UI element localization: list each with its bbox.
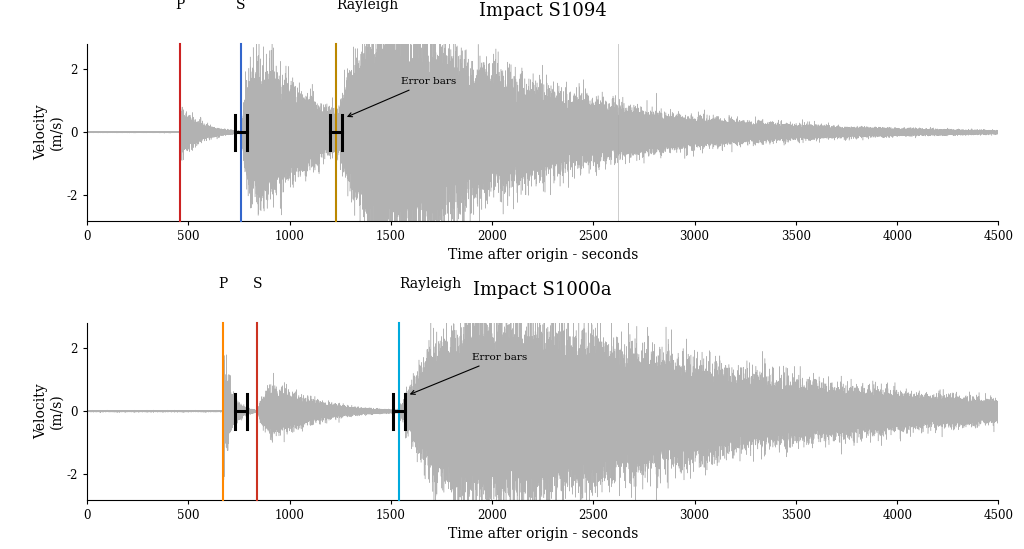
Text: P: P	[175, 0, 184, 12]
Text: S: S	[252, 277, 262, 291]
Text: Rayleigh: Rayleigh	[399, 277, 461, 291]
Title: Impact S1000a: Impact S1000a	[473, 281, 612, 299]
X-axis label: Time after origin - seconds: Time after origin - seconds	[447, 527, 638, 541]
Text: Error bars: Error bars	[411, 353, 527, 394]
Text: Rayleigh: Rayleigh	[336, 0, 398, 12]
Text: P: P	[218, 277, 227, 291]
X-axis label: Time after origin - seconds: Time after origin - seconds	[447, 248, 638, 262]
Text: S: S	[237, 0, 246, 12]
Y-axis label: Velocity
(m/s): Velocity (m/s)	[34, 383, 63, 439]
Text: Error bars: Error bars	[348, 77, 457, 117]
Y-axis label: Velocity
(m/s): Velocity (m/s)	[34, 104, 63, 160]
Title: Impact S1094: Impact S1094	[479, 2, 606, 20]
